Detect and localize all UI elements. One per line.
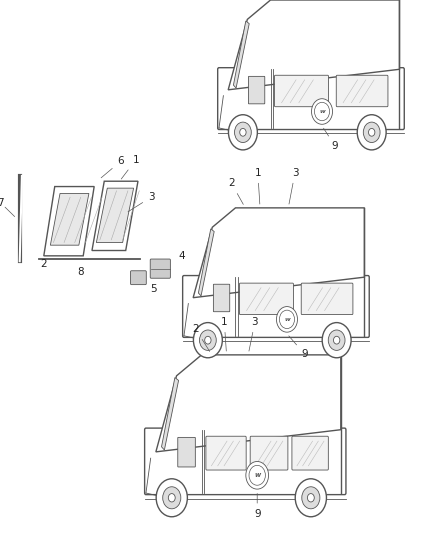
Text: 2: 2 [193,324,210,351]
Text: 9: 9 [324,128,339,151]
Text: 2: 2 [0,532,1,533]
FancyBboxPatch shape [250,436,288,470]
Circle shape [307,494,314,502]
Circle shape [249,465,265,485]
FancyBboxPatch shape [301,283,353,314]
Text: 9: 9 [289,336,308,359]
FancyBboxPatch shape [145,428,346,495]
Circle shape [279,310,294,328]
Circle shape [333,336,340,344]
Text: 2: 2 [40,259,47,269]
Polygon shape [44,187,94,256]
Circle shape [194,322,223,358]
Text: 4: 4 [178,251,185,261]
Circle shape [234,122,251,142]
Circle shape [246,462,268,489]
Circle shape [168,494,175,502]
Circle shape [311,99,332,124]
FancyBboxPatch shape [275,75,328,107]
FancyBboxPatch shape [178,438,195,467]
Text: 1: 1 [221,317,228,351]
Circle shape [156,479,187,517]
FancyBboxPatch shape [336,75,388,107]
Text: 8: 8 [78,267,85,277]
Circle shape [357,115,386,150]
FancyBboxPatch shape [240,283,293,314]
Circle shape [302,487,320,509]
Text: 3: 3 [128,192,155,212]
Circle shape [368,128,375,136]
Circle shape [205,336,211,344]
Text: w: w [319,109,325,114]
FancyBboxPatch shape [218,68,404,130]
Polygon shape [228,0,399,90]
FancyBboxPatch shape [292,436,328,470]
FancyBboxPatch shape [150,259,170,278]
FancyBboxPatch shape [206,436,246,470]
Polygon shape [96,188,134,243]
Text: w: w [284,317,290,322]
Circle shape [240,128,246,136]
Text: 3: 3 [0,532,1,533]
Circle shape [162,487,181,509]
Polygon shape [162,377,179,450]
Polygon shape [193,208,364,297]
Text: 1: 1 [121,155,139,179]
Circle shape [314,102,329,120]
Text: 1: 1 [0,532,1,533]
Text: 5: 5 [150,285,157,294]
Polygon shape [233,21,249,88]
Text: 3: 3 [289,168,298,204]
Polygon shape [50,193,89,245]
Circle shape [295,479,326,517]
FancyBboxPatch shape [131,271,146,285]
Polygon shape [198,229,214,296]
Polygon shape [156,355,341,452]
Text: 9: 9 [254,494,261,519]
Circle shape [328,330,345,350]
FancyBboxPatch shape [213,284,230,312]
Circle shape [199,330,216,350]
Polygon shape [92,181,138,251]
Text: 1: 1 [254,168,261,204]
Text: 2: 2 [228,179,244,204]
Text: 3: 3 [249,317,258,351]
Text: 6: 6 [101,157,124,178]
Circle shape [363,122,380,142]
Circle shape [229,115,258,150]
Text: w: w [254,472,260,478]
FancyBboxPatch shape [248,76,265,104]
Text: 7: 7 [0,198,4,207]
Circle shape [322,322,351,358]
Circle shape [276,306,297,332]
FancyBboxPatch shape [183,276,369,337]
